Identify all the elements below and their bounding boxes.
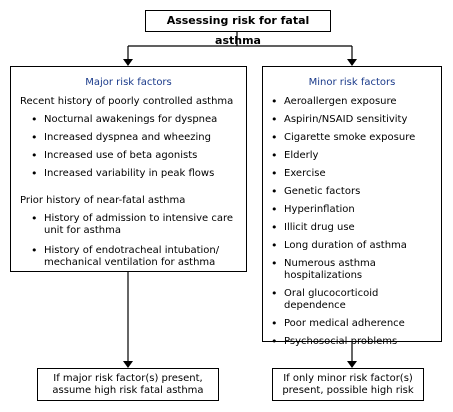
minor-result-box: If only minor risk factor(s) present, po… (272, 368, 424, 401)
list-item: Oral glucocorticoid dependence (263, 288, 441, 312)
arrowhead-major-result (123, 361, 133, 368)
major-recent-list: Nocturnal awakenings for dyspnea Increas… (11, 114, 246, 180)
minor-risk-list: Aeroallergen exposure Aspirin/NSAID sens… (263, 96, 441, 348)
minor-result-text: If only minor risk factor(s) present, po… (282, 373, 414, 396)
list-item: Increased variability in peak flows (11, 168, 246, 180)
minor-risk-box: Minor risk factors Aeroallergen exposure… (262, 66, 442, 348)
list-item: Psychosocial problems (263, 336, 441, 348)
list-item: Increased use of beta agonists (11, 150, 246, 162)
major-result-text: If major risk factor(s) present, assume … (52, 373, 204, 396)
major-risk-box: Major risk factors Recent history of poo… (10, 66, 247, 272)
list-item: Numerous asthma hospitalizations (263, 258, 441, 282)
list-item: History of admission to intensive care u… (11, 213, 246, 237)
list-item: Aeroallergen exposure (263, 96, 441, 108)
major-risk-heading: Major risk factors (85, 77, 172, 88)
list-item: Poor medical adherence (263, 318, 441, 330)
minor-risk-heading: Minor risk factors (308, 77, 396, 88)
major-section-heading-prior: Prior history of near-fatal asthma (20, 195, 186, 206)
diagram-title: Assessing risk for fatal asthma (166, 14, 310, 47)
arrowhead-major-box (123, 59, 133, 66)
title-box: Assessing risk for fatal asthma (145, 10, 331, 47)
list-item: Genetic factors (263, 186, 441, 198)
major-result-box: If major risk factor(s) present, assume … (37, 368, 219, 401)
list-item: Aspirin/NSAID sensitivity (263, 114, 441, 126)
list-item: Hyperinflation (263, 204, 441, 216)
list-item: Increased dyspnea and wheezing (11, 132, 246, 144)
arrowhead-minor-result (347, 361, 357, 368)
arrowhead-minor-box (347, 59, 357, 66)
list-item: Long duration of asthma (263, 240, 441, 252)
major-prior-list: History of admission to intensive care u… (11, 213, 246, 269)
list-item: Elderly (263, 150, 441, 162)
list-item: Illicit drug use (263, 222, 441, 234)
list-item: Nocturnal awakenings for dyspnea (11, 114, 246, 126)
list-item: Exercise (263, 168, 441, 180)
list-item: History of endotracheal intubation/ mech… (11, 245, 246, 269)
major-section-heading-recent: Recent history of poorly controlled asth… (20, 96, 234, 107)
list-item: Cigarette smoke exposure (263, 132, 441, 144)
